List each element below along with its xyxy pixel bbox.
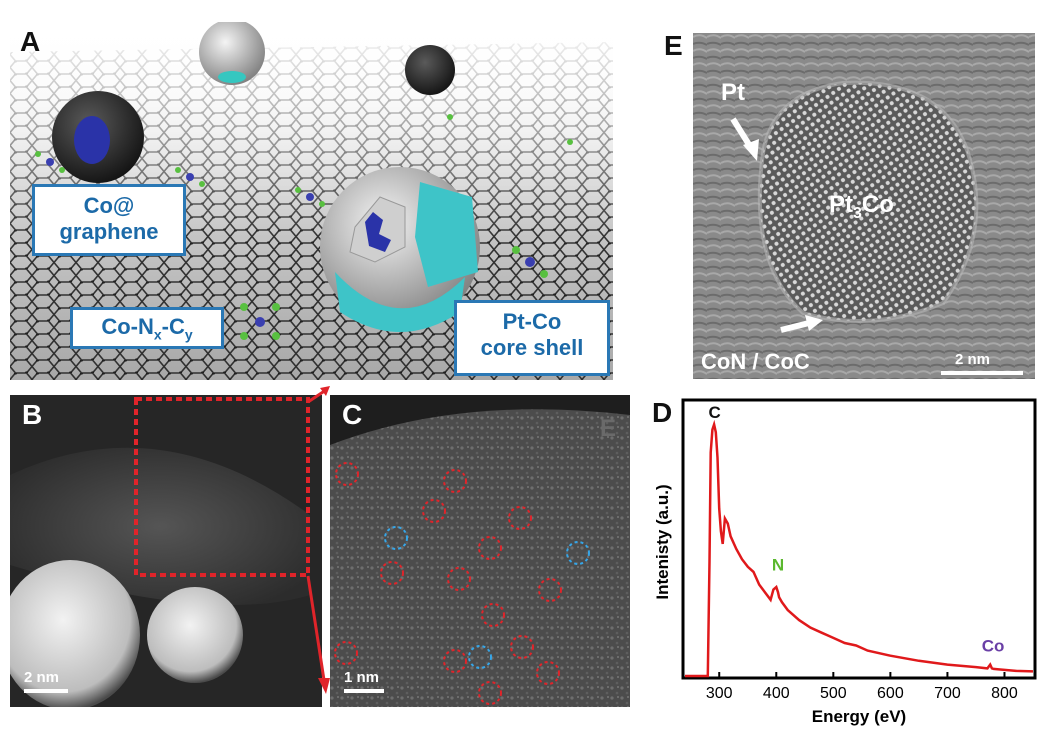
panel-b-haadf: B 2 nm xyxy=(10,395,322,707)
callout-co-nx-cy-sub-y: y xyxy=(184,326,193,343)
peak-label-co: Co xyxy=(982,637,1005,656)
callout-ptco-line2: core shell xyxy=(480,335,584,360)
x-tick-label: 700 xyxy=(934,685,961,702)
haadf-image-b xyxy=(10,395,322,707)
x-tick-label: 400 xyxy=(763,685,790,702)
particle-label-base: Pt xyxy=(829,191,853,218)
floating-sphere-gray xyxy=(199,22,265,85)
panel-letter-e: E xyxy=(664,30,683,61)
x-tick-label: 600 xyxy=(877,685,904,702)
zoom-arrows xyxy=(306,386,330,694)
callout-co-nx-cy-base: Co-N xyxy=(101,314,154,339)
callout-co-nx-cy: Co-Nx-Cy xyxy=(70,307,224,349)
callout-co-nx-cy-mid: -C xyxy=(161,314,185,339)
callout-co-nx-cy-sub-x: x xyxy=(153,326,162,343)
scale-label-e: 2 nm xyxy=(955,351,991,368)
x-tick-label: 800 xyxy=(991,685,1018,702)
scale-label-c: 1 nm xyxy=(344,669,380,686)
panel-e-hrtem: Pt Pt3Co CoN / CoC 2 nm xyxy=(693,33,1035,379)
hrtem-image-e xyxy=(693,33,1035,379)
particle-label-sub: 3 xyxy=(853,204,862,222)
callout-co-graphene: Co@ graphene xyxy=(32,184,186,256)
ghost-letter-c: E xyxy=(600,415,617,442)
con-coc-arrow xyxy=(780,320,810,333)
callout-ptco-line1: Pt-Co xyxy=(502,309,562,334)
pt-label: Pt xyxy=(721,79,745,106)
panel-letter-b: B xyxy=(22,399,43,430)
peak-label-n: N xyxy=(772,555,784,574)
haadf-image-c xyxy=(330,395,630,707)
eels-spectrum-chart: 300 400 500 600 700 800 C N Co Energy (eV) Inte… xyxy=(653,398,1037,726)
panel-letter-c: C xyxy=(342,399,363,430)
atom-markers xyxy=(334,462,590,705)
zoom-region-box xyxy=(134,397,310,577)
plot-frame xyxy=(681,398,1037,680)
co-graphene-particle xyxy=(52,91,144,183)
scale-bar-c xyxy=(344,689,384,693)
peak-label-c: C xyxy=(709,403,721,422)
dopant-sites xyxy=(35,94,573,340)
spectrum-line xyxy=(685,419,1034,678)
peak-annotations: C N Co xyxy=(709,403,1005,656)
ptco-core-shell-particle xyxy=(320,167,480,332)
x-axis-ticks: 300 400 500 600 700 800 xyxy=(706,672,1018,702)
panel-d-eels-chart: 300 400 500 600 700 800 C N Co Energy (eV) Inte… xyxy=(640,392,1050,732)
scale-bar-b xyxy=(24,689,68,693)
panel-a-schematic: A Co@ graphene Co-Nx-Cy Pt-Co core shell xyxy=(10,22,613,380)
callout-ptco-core-shell: Pt-Co core shell xyxy=(454,300,610,376)
panel-letter-a: A xyxy=(20,26,41,57)
support-label: CoN / CoC xyxy=(701,349,810,374)
floating-sphere-dark xyxy=(405,45,455,95)
callout-co-graphene-line2: graphene xyxy=(59,219,159,244)
x-tick-label: 500 xyxy=(820,685,847,702)
scale-label-b: 2 nm xyxy=(24,669,60,686)
x-tick-label: 300 xyxy=(706,685,733,702)
panel-letter-d: D xyxy=(652,397,673,428)
x-axis-label: Energy (eV) xyxy=(812,707,906,726)
y-axis-label: Intenisty (a.u.) xyxy=(653,484,672,599)
panel-c-haadf-zoom: C E 1 nm xyxy=(330,395,630,707)
callout-co-graphene-line1: Co@ xyxy=(83,193,135,218)
particle-label-tail: Co xyxy=(861,191,894,218)
particle-label: Pt3Co xyxy=(829,191,894,223)
scale-bar-e xyxy=(941,371,1023,375)
